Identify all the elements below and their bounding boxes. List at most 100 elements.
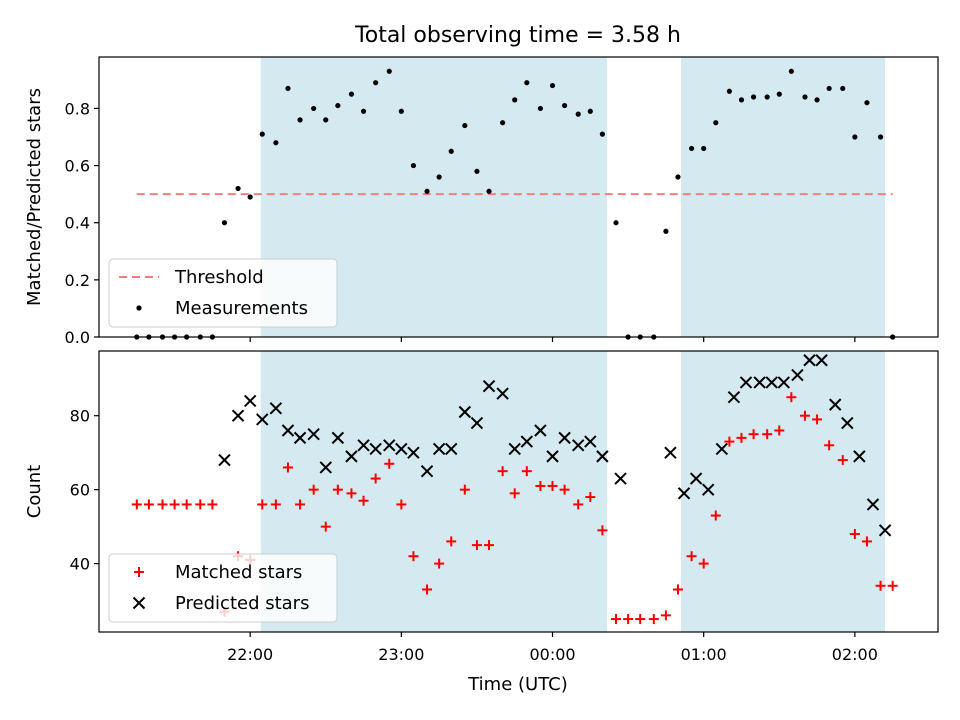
data-point [688, 145, 695, 152]
data-point [195, 499, 206, 510]
data-point [434, 558, 445, 569]
bottom-panel: 40 60 80 22:00 23:00 00:00 01:00 02:00 Count Matc… [24, 350, 939, 664]
data-point [878, 524, 892, 537]
data-point [383, 439, 396, 452]
data-point [535, 480, 546, 491]
data-point [307, 427, 320, 441]
data-point [791, 368, 804, 382]
data-point [558, 431, 571, 445]
x-tick-label: 23:00 [378, 645, 424, 664]
data-point [713, 120, 719, 126]
data-point [814, 97, 820, 103]
y-tick-label: 0.2 [65, 271, 90, 290]
data-point [482, 379, 496, 393]
y-tick-label: 60 [70, 481, 90, 500]
data-point [824, 440, 835, 451]
data-point [702, 483, 715, 496]
legend-label: Measurements [175, 298, 308, 319]
data-point [424, 188, 430, 194]
data-point [285, 85, 291, 92]
data-point [458, 405, 472, 419]
data-point [218, 453, 231, 467]
data-point [410, 162, 417, 169]
data-point [257, 499, 268, 510]
data-point [764, 94, 770, 100]
data-point [500, 120, 506, 126]
data-point [877, 134, 884, 140]
data-point [471, 540, 482, 551]
data-point [753, 376, 766, 389]
data-point [357, 439, 370, 452]
data-point [613, 220, 619, 226]
data-point [826, 85, 832, 92]
data-point [432, 442, 446, 456]
data-point [572, 439, 585, 452]
data-point [207, 499, 218, 510]
data-point [765, 376, 778, 389]
data-point [143, 499, 154, 510]
data-point [738, 97, 745, 103]
legend-marker-swatch [132, 596, 146, 610]
observing-window-2 [681, 351, 886, 632]
data-point [273, 140, 279, 146]
y-tick-label: 0.8 [65, 99, 90, 118]
data-point [611, 614, 622, 625]
data-point [345, 450, 358, 463]
data-point [396, 499, 407, 510]
chart-title: Total observing time = 3.58 h [354, 23, 681, 48]
data-point [520, 435, 534, 448]
data-point [319, 461, 332, 474]
data-point [802, 94, 808, 100]
data-point [762, 429, 773, 440]
data-point [497, 466, 508, 477]
data-point [724, 436, 735, 447]
plot-frame [98, 56, 939, 338]
data-point [420, 464, 434, 478]
data-point [575, 111, 581, 117]
data-point [407, 446, 420, 459]
data-point [311, 105, 317, 112]
data-point [585, 492, 596, 503]
data-point [408, 551, 419, 562]
data-point [547, 480, 558, 491]
data-point [815, 354, 828, 367]
data-point [221, 220, 228, 226]
data-point [701, 145, 707, 152]
data-point [803, 354, 816, 367]
data-point [370, 473, 381, 484]
data-point [259, 131, 265, 137]
data-point [599, 131, 606, 137]
data-point [786, 392, 797, 403]
data-point [562, 102, 568, 109]
data-point [297, 117, 303, 123]
data-point [812, 414, 823, 425]
data-point [521, 466, 532, 477]
y-tick-label: 80 [70, 407, 90, 426]
series-measurements [134, 68, 896, 340]
data-point [509, 488, 520, 499]
series-predicted-stars [218, 354, 892, 537]
data-point [635, 614, 646, 625]
legend: Matched stars Predicted stars [108, 553, 338, 623]
data-point [549, 82, 556, 89]
data-point [335, 102, 341, 109]
data-point [663, 228, 669, 234]
y-tick-label: 0.0 [65, 328, 90, 347]
data-point [799, 410, 810, 421]
data-point [710, 510, 721, 521]
data-point [777, 376, 791, 389]
legend-box [108, 258, 338, 328]
data-point [358, 495, 369, 506]
data-point [446, 536, 457, 547]
data-point [269, 402, 283, 415]
data-point [445, 442, 458, 456]
data-point [837, 455, 848, 466]
data-point [320, 521, 331, 532]
data-point [369, 442, 382, 456]
data-point [256, 413, 269, 426]
y-tick-label: 0.6 [65, 157, 90, 176]
data-point [866, 498, 880, 511]
data-point [686, 551, 697, 562]
data-point [323, 117, 329, 123]
